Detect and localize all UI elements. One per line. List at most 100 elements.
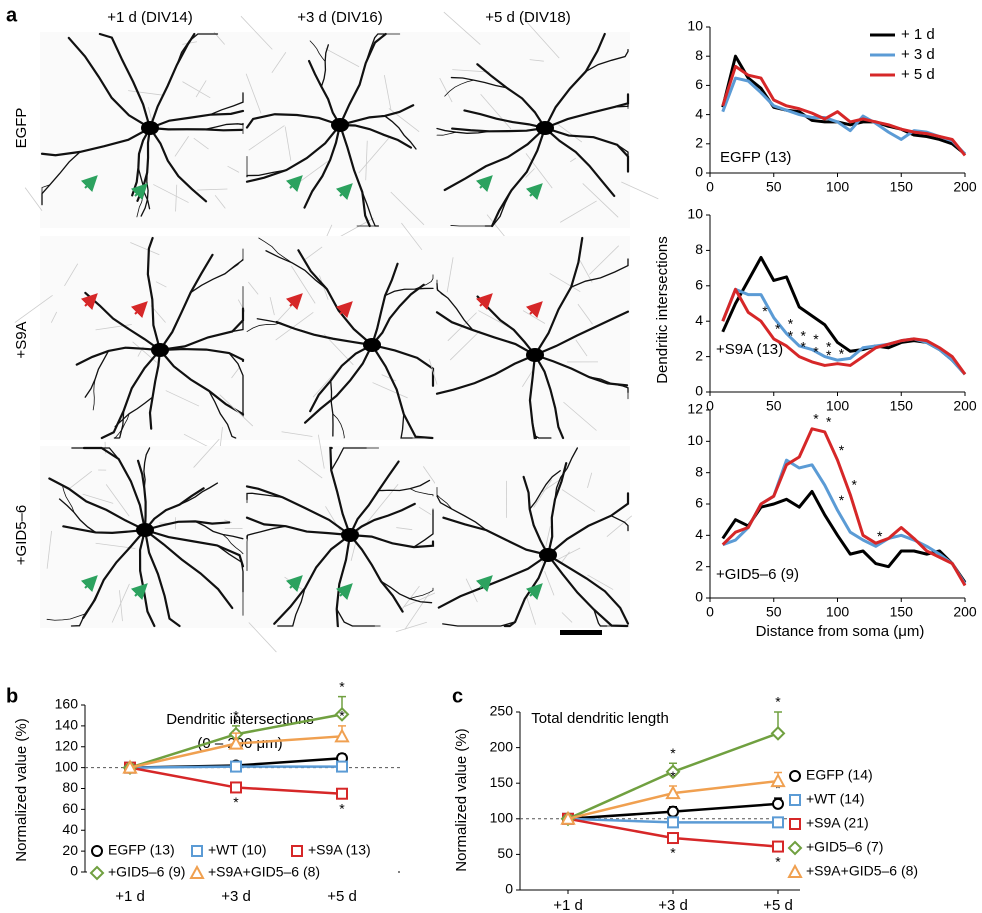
background-fiber: [64, 263, 79, 287]
dendrite: [48, 477, 147, 532]
background-fiber: [165, 390, 200, 407]
marker: [789, 794, 801, 806]
x-tick-label: +5 d: [327, 888, 357, 905]
background-fiber: [358, 135, 391, 174]
background-fiber: [182, 81, 211, 99]
background-fiber: [418, 506, 432, 515]
legend-label: +S9A+GID5–6 (8): [208, 864, 320, 880]
x-tick-label: 100: [826, 398, 850, 414]
background-fiber: [383, 75, 392, 111]
y-axis-label: Normalized value (%): [13, 718, 30, 861]
background-fiber: [589, 245, 620, 275]
soma: [341, 528, 359, 542]
background-fiber: [105, 484, 130, 517]
background-fiber: [439, 77, 453, 103]
background-fiber: [119, 590, 123, 622]
significance: *: [788, 328, 794, 344]
legend-label: +WT (10): [208, 842, 266, 858]
background-fiber: [325, 48, 360, 68]
y-tick-label: 250: [490, 703, 514, 719]
annotation: +GID5–6 (9): [716, 566, 799, 583]
background-fiber: [523, 17, 560, 59]
dendrite: [143, 520, 231, 532]
dendrite: [338, 32, 387, 127]
dendrite: [400, 413, 413, 439]
dendrite: [67, 36, 152, 130]
dendrite: [158, 307, 245, 352]
dendrite: [332, 413, 345, 439]
dendrite: [307, 59, 342, 127]
significance: *: [775, 853, 781, 869]
dendrite: [189, 259, 244, 294]
dendrite: [178, 482, 219, 506]
marker: [336, 760, 348, 773]
y-tick-label: 50: [497, 845, 513, 861]
background-fiber: [533, 479, 552, 508]
x-tick-label: 150: [890, 398, 914, 414]
background-fiber: [578, 257, 593, 283]
dendrite: [246, 492, 284, 501]
background-fiber: [95, 324, 132, 331]
y-tick-label: 120: [55, 737, 79, 753]
background-fiber: [560, 551, 570, 565]
marker: [787, 840, 803, 856]
dendrite: [543, 126, 630, 173]
dendrite: [522, 475, 550, 557]
marker: [230, 781, 242, 794]
dendrite: [258, 237, 293, 264]
dendrite: [143, 487, 205, 532]
legend-label: +WT (14): [806, 791, 864, 807]
dendrite: [336, 608, 376, 627]
dendrite: [158, 253, 214, 352]
marker: [189, 864, 205, 879]
dendrite: [533, 353, 629, 387]
y-tick-label: 0: [70, 863, 78, 879]
arrow: [525, 583, 543, 601]
y-tick-label: 60: [62, 800, 78, 816]
background-fiber: [570, 157, 576, 163]
dendrite: [463, 109, 547, 130]
background-fiber: [297, 459, 323, 479]
background-fiber: [248, 622, 277, 653]
dendrite: [158, 348, 245, 416]
dendrite: [136, 459, 147, 532]
marker: [122, 759, 138, 774]
dendrite: [309, 40, 326, 62]
x-tick-label: 0: [706, 179, 714, 195]
dendrite: [40, 126, 152, 157]
legend-label: + 3 d: [901, 46, 935, 63]
significance: *: [813, 331, 819, 347]
dendrite: [148, 109, 245, 130]
x-tick-label: 100: [826, 604, 850, 620]
dendrite: [148, 32, 196, 130]
row-label: +S9A: [13, 321, 30, 358]
x-tick-label: +3 d: [658, 897, 688, 913]
background-fiber: [175, 184, 178, 212]
dendrite: [330, 380, 334, 437]
dendrite: [442, 621, 516, 627]
dendrite: [546, 492, 630, 557]
significance: *: [826, 347, 832, 363]
dendrite: [543, 93, 630, 130]
soma: [539, 548, 557, 562]
arrow: [525, 301, 543, 319]
background-fiber: [428, 358, 438, 385]
dendrite: [370, 283, 425, 347]
y-tick-label: 2: [695, 135, 703, 151]
background-fiber: [14, 294, 53, 323]
y-tick-label: 8: [695, 241, 703, 257]
dendrite: [370, 343, 434, 440]
dendrite: [409, 587, 434, 600]
significance: *: [775, 321, 781, 337]
background-fiber: [317, 434, 325, 469]
dendrite: [265, 250, 328, 290]
micrograph: [245, 446, 435, 628]
dendrite: [348, 533, 435, 549]
dendrite: [546, 553, 629, 628]
significance: *: [339, 800, 345, 816]
background-fiber: [245, 73, 262, 114]
background-fiber: [556, 547, 581, 561]
dendrite: [585, 48, 629, 73]
dendrite: [413, 509, 434, 548]
